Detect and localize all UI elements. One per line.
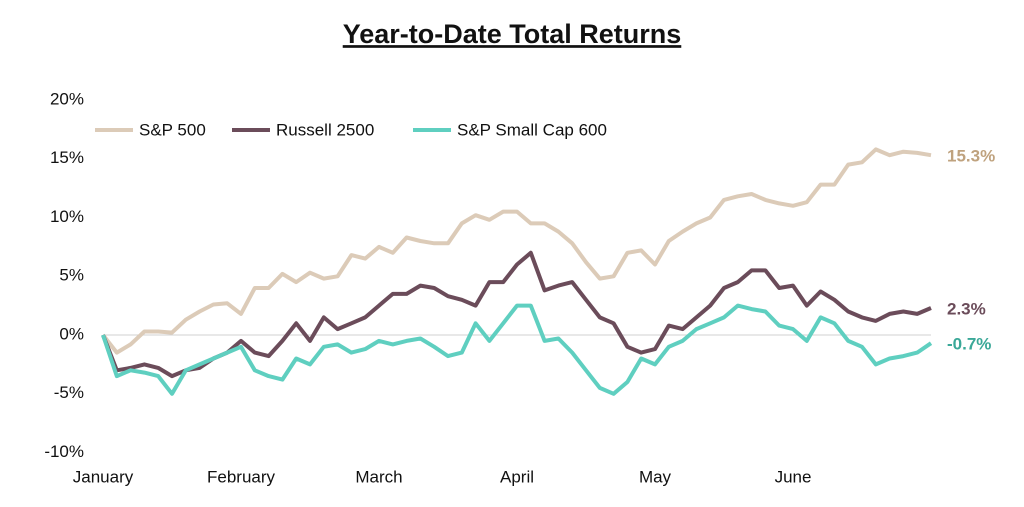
y-tick-label: 0% bbox=[59, 324, 84, 343]
end-label: 2.3% bbox=[947, 299, 986, 318]
series-line bbox=[101, 147, 932, 355]
legend-label: S&P 500 bbox=[139, 120, 206, 139]
x-tick-label: March bbox=[355, 467, 402, 486]
y-tick-label: -10% bbox=[44, 442, 84, 461]
x-tick-label: June bbox=[775, 467, 812, 486]
y-tick-label: 20% bbox=[50, 89, 84, 108]
y-tick-label: 5% bbox=[59, 266, 84, 285]
y-tick-label: -5% bbox=[54, 383, 84, 402]
series-line bbox=[101, 303, 933, 396]
series-line bbox=[101, 250, 932, 379]
y-tick-label: 15% bbox=[50, 148, 84, 167]
x-tick-label: January bbox=[73, 467, 134, 486]
x-tick-label: April bbox=[500, 467, 534, 486]
x-tick-label: May bbox=[639, 467, 672, 486]
legend-label: S&P Small Cap 600 bbox=[457, 120, 607, 139]
end-label: -0.7% bbox=[947, 335, 991, 354]
x-tick-label: February bbox=[207, 467, 276, 486]
end-label: 15.3% bbox=[947, 147, 995, 166]
y-tick-label: 10% bbox=[50, 207, 84, 226]
legend-label: Russell 2500 bbox=[276, 120, 374, 139]
chart-title: Year-to-Date Total Returns bbox=[343, 19, 682, 49]
